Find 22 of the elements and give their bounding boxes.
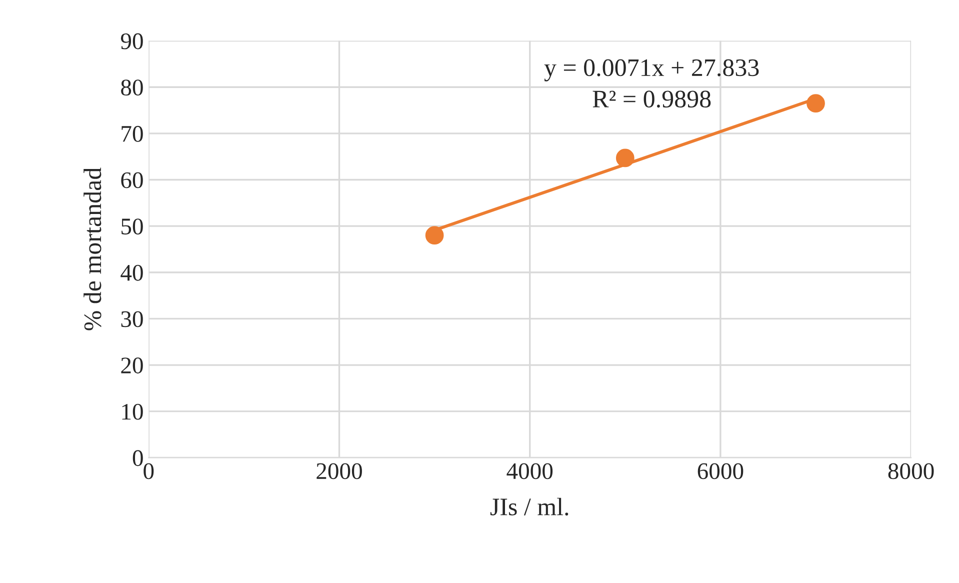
x-tick-label: 4000 <box>506 463 553 480</box>
y-tick-label: 40 <box>120 264 143 281</box>
point <box>806 94 825 113</box>
x-tick-label: 6000 <box>698 463 744 480</box>
y-tick-label: 70 <box>122 126 143 142</box>
x-tick-label: 8000 <box>888 463 934 480</box>
y-tick-label: 60 <box>121 172 143 188</box>
y-tick-label: 10 <box>122 404 143 420</box>
x-tick-label: 2000 <box>316 463 362 480</box>
y-tick-label: 0 <box>132 450 143 466</box>
y-tick-label: 80 <box>121 80 143 96</box>
y-tick-label: 90 <box>120 33 143 50</box>
annotation: R² = 0.9898 <box>592 90 711 108</box>
point <box>616 148 634 168</box>
y-tick-label: 30 <box>121 311 143 328</box>
x-tick-label: 0 <box>144 463 154 480</box>
x-axis-title: JIs / ml. <box>490 498 568 516</box>
y-tick-label: 20 <box>121 358 143 374</box>
annotation: y = 0.0071x + 27.833 <box>544 59 759 82</box>
y-tick-label: 50 <box>122 218 143 234</box>
y-axis-title: % de mortandad <box>84 168 102 330</box>
point <box>425 226 444 245</box>
